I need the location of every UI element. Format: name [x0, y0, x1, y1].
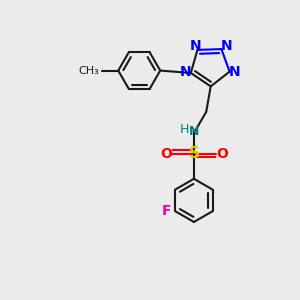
Text: N: N [221, 39, 232, 53]
Text: N: N [190, 39, 202, 53]
Text: S: S [188, 146, 200, 161]
Text: O: O [216, 147, 228, 161]
Text: F: F [162, 204, 172, 218]
Text: N: N [180, 65, 191, 80]
Text: N: N [189, 125, 199, 138]
Text: CH₃: CH₃ [78, 66, 99, 76]
Text: N: N [229, 65, 241, 79]
Text: H: H [180, 123, 189, 136]
Text: O: O [160, 147, 172, 161]
